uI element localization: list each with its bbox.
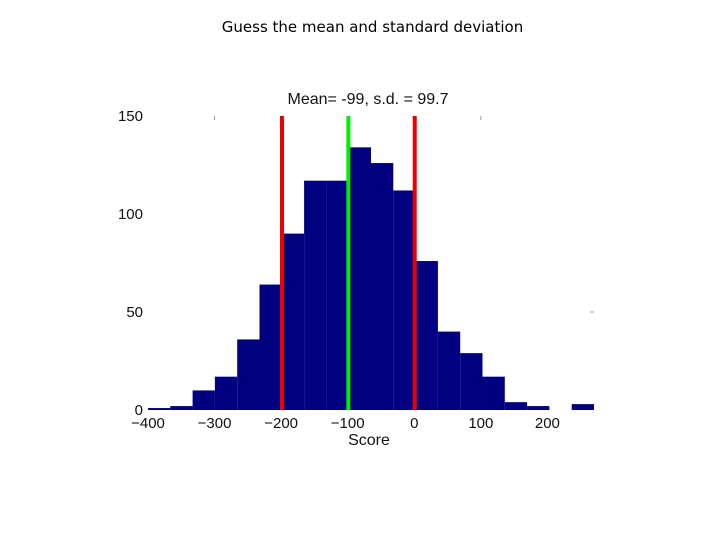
histogram-bar [170,406,193,410]
y-tick-label: 150 [118,108,143,125]
histogram-bar [281,233,305,410]
histogram-bars [148,147,594,411]
histogram-bar [437,331,461,410]
histogram-bar [214,376,238,410]
x-tick-label: 200 [535,415,560,432]
y-tick-label: 100 [118,206,143,223]
histogram-bar [527,406,550,410]
x-axis-label: Score [348,432,390,449]
x-tick-label: −200 [264,415,298,432]
y-tick-label: 0 [135,402,143,419]
histogram-bar [460,353,483,410]
histogram-bar [571,404,594,410]
slide-title: Guess the mean and standard deviation [221,18,524,36]
x-tick-label: −100 [331,415,365,432]
histogram-bar [304,180,327,410]
x-tick-labels: −400 −300 −200 −100 0 100 200 [131,415,560,432]
axes [214,116,594,313]
histogram-bar [348,147,371,411]
x-tick-label: −400 [131,415,165,432]
histogram-bar [371,163,394,410]
x-tick-label: −300 [198,415,232,432]
histogram-bar [148,408,171,410]
histogram-bar [326,180,349,410]
histogram-bar [192,390,215,410]
histogram-bar [504,402,528,410]
histogram-bar [482,376,505,410]
y-tick-label: 50 [126,304,143,321]
chart-title: Mean= -99, s.d. = 99.7 [288,91,449,108]
x-tick-label: 100 [468,415,493,432]
x-tick-label: 0 [410,415,418,432]
histogram-bar [415,261,438,410]
histogram-bar [393,190,416,410]
reference-lines [279,116,417,410]
histogram-bar [259,284,282,410]
y-tick-labels: 0 50 100 150 [118,108,143,419]
histogram-bar [237,339,260,410]
